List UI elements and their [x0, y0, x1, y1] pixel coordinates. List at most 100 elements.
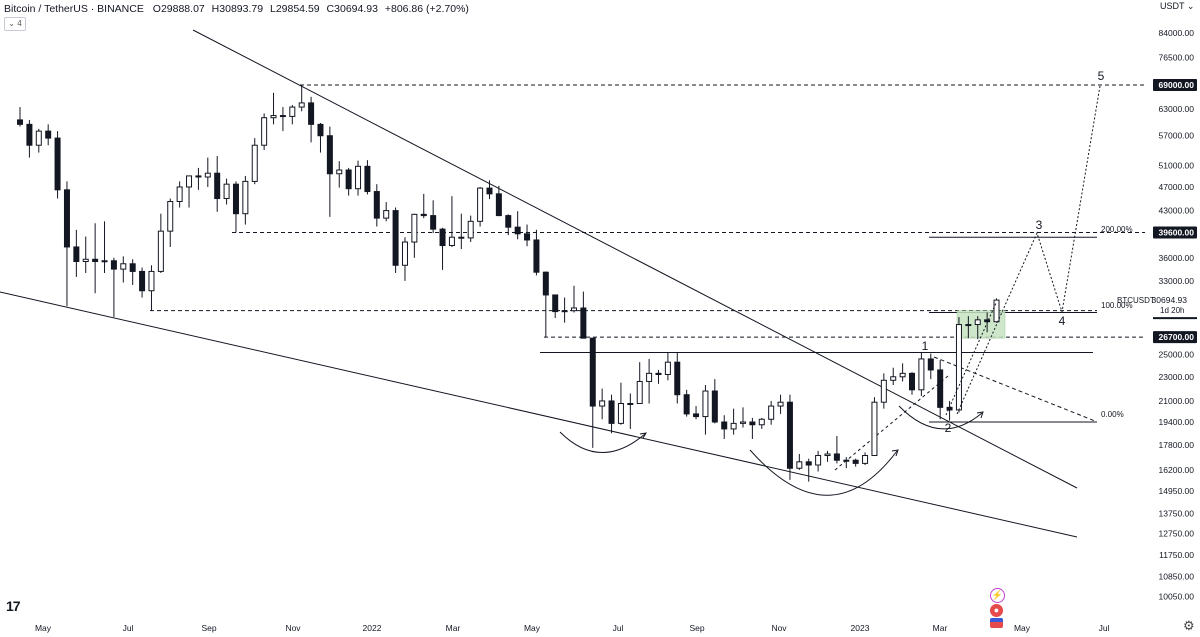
candle-body [871, 401, 878, 457]
candle-body [589, 337, 596, 407]
trend-dotted-1 [834, 375, 949, 471]
open-value: 29888.07 [160, 3, 205, 15]
price-tick-label: 16200.00 [1159, 465, 1195, 475]
candle-body [815, 455, 822, 466]
candle-body [317, 123, 324, 137]
wave-projection [945, 85, 1101, 416]
candle-body [927, 358, 934, 371]
price-tick-label: 10050.00 [1159, 592, 1195, 602]
last-price-symbol: BTCUSDT [1117, 296, 1155, 305]
candle-body [214, 172, 221, 200]
candle-body [392, 210, 399, 266]
price-tick-label: 33000.00 [1159, 276, 1195, 286]
lightning-icon[interactable]: ⚡ [990, 588, 1005, 603]
price-axis[interactable]: 84000.00 76500.00 69000.00 63000.00 57000.00… [1117, 28, 1197, 602]
arc-arrow-1 [639, 432, 647, 439]
time-tick-label: 2022 [363, 623, 382, 633]
candle-body [899, 372, 906, 378]
arc-2 [749, 449, 898, 496]
price-tick-label: 47000.00 [1159, 182, 1195, 192]
symbol-title[interactable]: Bitcoin / TetherUS · BINANCE [4, 3, 144, 15]
candles [17, 85, 1000, 482]
candle-body [533, 239, 540, 273]
fib-label: 100.00% [1101, 301, 1133, 310]
candle-body [129, 263, 136, 272]
candle-body [702, 390, 709, 418]
candle-body [326, 135, 333, 175]
price-tick-label: 57000.00 [1159, 131, 1195, 141]
close-value: 30694.93 [334, 3, 378, 15]
currency-label: USDT [1160, 1, 1185, 11]
time-axis[interactable]: May Jul Sep Nov 2022 Mar May Jul Sep Nov 2023 Mar Ma… [35, 623, 1110, 633]
candle-body [373, 191, 380, 219]
price-tick-label: 36000.00 [1159, 253, 1195, 263]
candle-body [289, 106, 296, 117]
time-tick-label: May [524, 623, 541, 633]
gear-icon[interactable]: ⚙ [1183, 618, 1195, 633]
price-tag-bg [1153, 79, 1197, 91]
arc-3 [898, 405, 983, 430]
candle-body [974, 319, 981, 326]
wave-labels: 1 2 3 4 5 [922, 69, 1105, 435]
candle-body [524, 233, 531, 241]
candle-body [54, 137, 61, 191]
candle-body [833, 453, 840, 461]
candle-body [664, 361, 671, 375]
candle-body [477, 187, 484, 222]
candle-body [862, 455, 869, 464]
low-value: 29854.59 [275, 3, 320, 15]
candle-body [17, 119, 24, 125]
us-flag-icon[interactable] [990, 618, 1003, 628]
candle-body [92, 258, 99, 263]
candle-body [805, 461, 812, 466]
candle-body [110, 260, 117, 270]
time-tick-label: May [1014, 623, 1031, 633]
time-tick-label: 2023 [851, 623, 870, 633]
event-icon[interactable]: ● [990, 604, 1003, 617]
price-tick-label: 43000.00 [1159, 206, 1195, 216]
candle-body [880, 379, 887, 403]
chevron-down-icon: ⌄ [8, 19, 15, 28]
candle-body [308, 102, 315, 125]
candle-body [739, 421, 746, 424]
falling-wedge-upper [192, 29, 1078, 489]
change-value: +806.86 (+2.70%) [384, 3, 469, 15]
time-tick-label: Nov [771, 623, 787, 633]
candle-body [336, 169, 343, 175]
last-price-label: 30694.93 [1152, 295, 1188, 305]
candle-body [852, 459, 859, 464]
price-tag-label: 69000.00 [1159, 80, 1195, 90]
candle-body [711, 390, 718, 423]
fib-label: 0.00% [1101, 410, 1124, 419]
candle-body [552, 294, 559, 313]
candle-body [148, 270, 155, 292]
wave-label-4: 4 [1059, 314, 1066, 328]
candle-body [796, 461, 803, 469]
high-value: 30893.79 [219, 3, 264, 15]
candle-body [383, 210, 390, 219]
horizontal-levels [150, 84, 1145, 423]
candle-body [674, 361, 681, 396]
candle-body [646, 372, 653, 382]
tradingview-logo[interactable]: 17 [6, 598, 21, 614]
candle-body [420, 213, 427, 217]
price-tick-label: 21000.00 [1159, 396, 1195, 406]
candle-body [45, 130, 52, 139]
indicators-toggle-button[interactable]: ⌄ 4 [4, 17, 26, 31]
high-label: H [211, 3, 220, 15]
candle-body [730, 422, 737, 430]
candle-body [580, 307, 587, 339]
candle-body [35, 130, 42, 146]
candle-body [242, 180, 249, 215]
candle-body [223, 183, 230, 200]
candle-body [458, 236, 465, 239]
last-price-countdown: 1d 20h [1160, 306, 1184, 315]
candle-body [195, 175, 202, 178]
candle-body [448, 236, 455, 247]
candle-body [909, 372, 916, 391]
candle-body [251, 144, 258, 182]
time-tick-label: Jul [613, 623, 624, 633]
open-label: O [152, 3, 161, 15]
currency-selector[interactable]: USDT ⌄ [1160, 1, 1194, 12]
